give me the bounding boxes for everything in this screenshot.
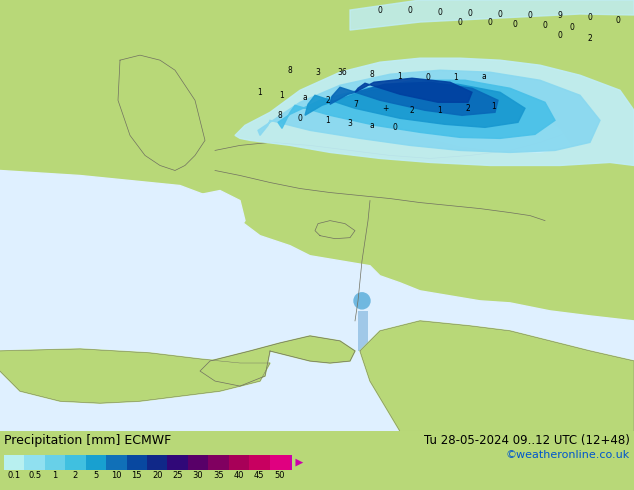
Text: 1: 1 bbox=[257, 88, 262, 97]
Text: 25: 25 bbox=[172, 471, 183, 480]
Bar bbox=[188, 455, 209, 470]
Bar bbox=[45, 455, 65, 470]
Text: a: a bbox=[482, 72, 486, 81]
Bar bbox=[358, 311, 368, 351]
Text: 2: 2 bbox=[73, 471, 78, 480]
Bar bbox=[167, 455, 188, 470]
Text: 2: 2 bbox=[410, 106, 415, 115]
Bar bbox=[209, 455, 229, 470]
Text: 0: 0 bbox=[498, 9, 502, 19]
Bar bbox=[269, 455, 290, 470]
Text: 35: 35 bbox=[213, 471, 224, 480]
Text: 1: 1 bbox=[453, 73, 458, 82]
Text: 0: 0 bbox=[527, 11, 533, 20]
Polygon shape bbox=[278, 80, 555, 138]
Text: 2: 2 bbox=[326, 96, 330, 105]
Text: 50: 50 bbox=[275, 471, 285, 480]
Text: 0: 0 bbox=[488, 18, 493, 26]
Polygon shape bbox=[345, 371, 370, 431]
Text: 0: 0 bbox=[408, 5, 413, 15]
Text: +: + bbox=[382, 104, 388, 113]
Circle shape bbox=[354, 293, 370, 309]
Bar bbox=[106, 455, 127, 470]
Polygon shape bbox=[355, 78, 472, 102]
Text: 1: 1 bbox=[398, 72, 403, 81]
Bar bbox=[249, 455, 269, 470]
Text: 8: 8 bbox=[288, 66, 292, 74]
Text: 15: 15 bbox=[131, 471, 142, 480]
Text: 3: 3 bbox=[316, 68, 320, 77]
Text: 3: 3 bbox=[347, 119, 353, 128]
Text: ©weatheronline.co.uk: ©weatheronline.co.uk bbox=[506, 450, 630, 460]
Text: 0: 0 bbox=[557, 30, 562, 40]
Text: 1: 1 bbox=[326, 116, 330, 125]
Text: 0: 0 bbox=[437, 7, 443, 17]
Text: 40: 40 bbox=[234, 471, 244, 480]
Text: 10: 10 bbox=[111, 471, 122, 480]
Bar bbox=[290, 455, 292, 470]
Text: 0: 0 bbox=[512, 20, 517, 28]
Polygon shape bbox=[0, 349, 270, 403]
Text: Tu 28-05-2024 09..12 UTC (12+48): Tu 28-05-2024 09..12 UTC (12+48) bbox=[424, 434, 630, 447]
Polygon shape bbox=[0, 171, 634, 431]
Text: 7: 7 bbox=[354, 100, 358, 109]
Text: 5: 5 bbox=[93, 471, 98, 480]
Text: 1: 1 bbox=[53, 471, 58, 480]
Text: 0: 0 bbox=[425, 73, 430, 82]
Polygon shape bbox=[305, 84, 525, 127]
Polygon shape bbox=[380, 100, 570, 152]
Text: a: a bbox=[370, 121, 374, 130]
Text: 0: 0 bbox=[616, 16, 621, 24]
Bar bbox=[229, 455, 249, 470]
Text: 8: 8 bbox=[278, 111, 282, 120]
Text: 8: 8 bbox=[370, 70, 374, 79]
Polygon shape bbox=[330, 82, 498, 115]
Text: 0: 0 bbox=[378, 5, 382, 15]
Text: 1: 1 bbox=[280, 91, 285, 100]
Text: 1: 1 bbox=[491, 102, 496, 111]
Polygon shape bbox=[185, 191, 245, 245]
Text: 0: 0 bbox=[569, 23, 574, 31]
Text: 0: 0 bbox=[392, 123, 398, 132]
Bar bbox=[65, 455, 86, 470]
Text: 20: 20 bbox=[152, 471, 162, 480]
Text: 0.5: 0.5 bbox=[28, 471, 41, 480]
Polygon shape bbox=[360, 321, 634, 431]
Text: 9: 9 bbox=[557, 11, 562, 20]
Text: 2: 2 bbox=[465, 104, 470, 113]
Polygon shape bbox=[200, 336, 355, 386]
Polygon shape bbox=[258, 70, 600, 152]
Text: 1: 1 bbox=[437, 106, 443, 115]
Polygon shape bbox=[350, 0, 634, 30]
Polygon shape bbox=[235, 58, 634, 166]
Text: 0: 0 bbox=[543, 21, 547, 29]
Text: Precipitation [mm] ECMWF: Precipitation [mm] ECMWF bbox=[4, 434, 171, 447]
Bar bbox=[25, 455, 45, 470]
Text: 36: 36 bbox=[337, 68, 347, 77]
Bar bbox=[127, 455, 147, 470]
Text: 0: 0 bbox=[458, 18, 462, 26]
Bar bbox=[147, 455, 167, 470]
Bar bbox=[4, 455, 25, 470]
Bar bbox=[86, 455, 106, 470]
Text: 30: 30 bbox=[193, 471, 204, 480]
Text: a: a bbox=[302, 93, 307, 102]
Text: 45: 45 bbox=[254, 471, 264, 480]
Text: 0: 0 bbox=[467, 8, 472, 18]
Polygon shape bbox=[315, 220, 355, 239]
Text: 2: 2 bbox=[588, 34, 592, 43]
Text: 0: 0 bbox=[588, 13, 592, 22]
Text: 0: 0 bbox=[297, 114, 302, 123]
Text: 0.1: 0.1 bbox=[8, 471, 21, 480]
